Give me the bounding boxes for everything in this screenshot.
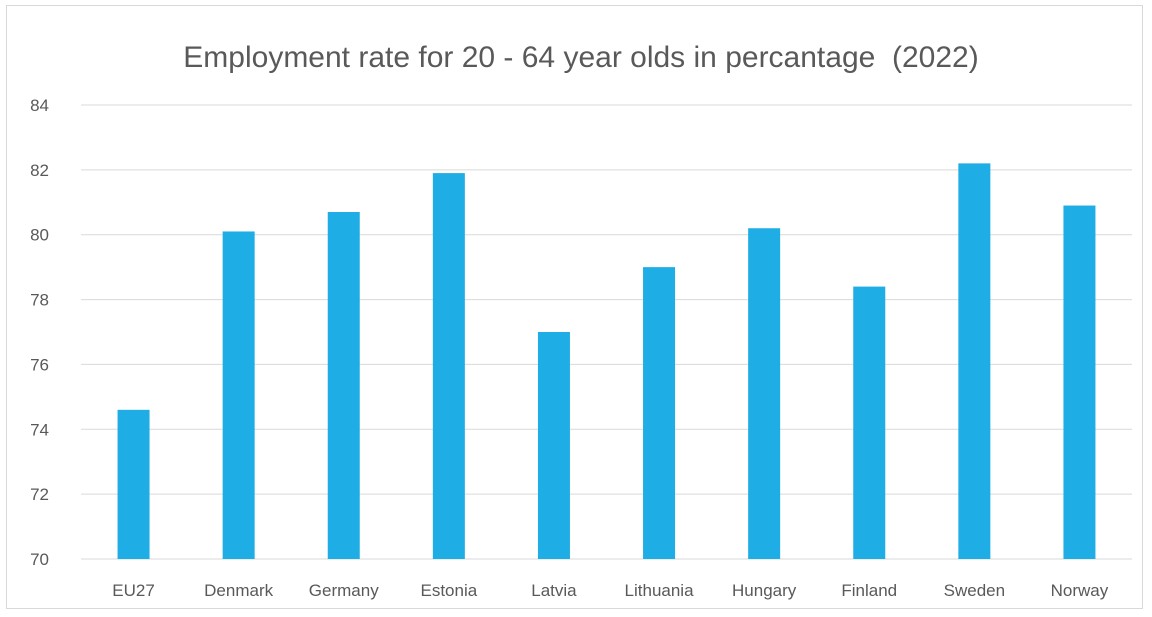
x-tick-label: Germany	[309, 581, 379, 600]
bar-latvia	[537, 332, 570, 559]
bar-estonia	[432, 173, 465, 559]
y-tick-label: 84	[30, 96, 49, 115]
x-tick-label: Sweden	[944, 581, 1005, 600]
bar-eu27	[117, 409, 150, 559]
bar-finland	[853, 286, 886, 559]
y-tick-label: 72	[30, 485, 49, 504]
x-axis-ticks: EU27 Denmark Germany Estonia Latvia Lithuania…	[112, 581, 1108, 600]
y-tick-label: 76	[30, 355, 49, 374]
y-tick-label: 70	[30, 550, 49, 569]
bar-sweden	[958, 163, 991, 559]
x-tick-label: Estonia	[420, 581, 477, 600]
x-tick-label: Latvia	[531, 581, 577, 600]
gridlines	[81, 104, 1132, 560]
y-tick-label: 80	[30, 226, 49, 245]
y-tick-label: 78	[30, 291, 49, 310]
y-axis-ticks: 70 72 74 76 78 80 82 84	[30, 96, 49, 569]
x-tick-label: Denmark	[204, 581, 273, 600]
bar-germany	[327, 212, 360, 559]
x-tick-label: Norway	[1051, 581, 1109, 600]
x-tick-label: Finland	[841, 581, 897, 600]
x-tick-label: Hungary	[732, 581, 797, 600]
y-tick-label: 82	[30, 161, 49, 180]
chart-title: Employment rate for 20 - 64 year olds in…	[183, 41, 978, 74]
x-tick-label: EU27	[112, 581, 155, 600]
bar-hungary	[748, 228, 781, 559]
bar-lithuania	[643, 267, 676, 559]
bar-denmark	[222, 231, 255, 559]
bars	[117, 163, 1096, 559]
x-tick-label: Lithuania	[625, 581, 695, 600]
chart-frame	[6, 5, 1143, 609]
bar-norway	[1063, 205, 1096, 559]
y-tick-label: 74	[30, 420, 49, 439]
